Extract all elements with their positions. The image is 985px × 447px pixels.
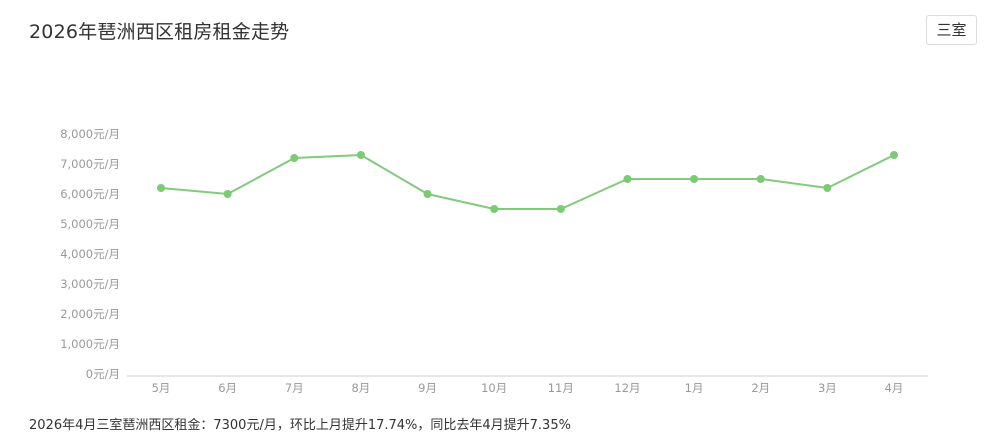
x-tick-label: 6月 bbox=[218, 381, 237, 395]
x-tick-label: 5月 bbox=[152, 381, 171, 395]
room-type-button[interactable]: 三室 bbox=[926, 15, 977, 45]
data-point bbox=[823, 184, 832, 192]
data-point bbox=[556, 205, 565, 213]
series-line bbox=[160, 153, 895, 210]
x-tick-label: 8月 bbox=[351, 381, 370, 395]
x-tick-label: 9月 bbox=[418, 381, 437, 395]
y-tick-label: 6,000元/月 bbox=[60, 187, 120, 201]
data-point bbox=[756, 175, 765, 183]
chart-title: 2026年琶洲西区租房租金走势 bbox=[29, 21, 290, 43]
data-point bbox=[356, 151, 365, 159]
data-point bbox=[623, 175, 632, 183]
x-tick-label: 10月 bbox=[481, 381, 507, 395]
data-point bbox=[490, 205, 499, 213]
x-tick-label: 1月 bbox=[685, 381, 704, 395]
y-tick-label: 2,000元/月 bbox=[60, 307, 120, 321]
x-tick-label: 7月 bbox=[285, 381, 304, 395]
x-tick-label: 3月 bbox=[818, 381, 837, 395]
x-tick-label: 11月 bbox=[548, 381, 574, 395]
x-tick-label: 2月 bbox=[751, 381, 770, 395]
y-tick-label: 4,000元/月 bbox=[60, 247, 120, 261]
y-tick-label: 0元/月 bbox=[86, 367, 120, 381]
y-tick-label: 8,000元/月 bbox=[60, 127, 120, 141]
y-tick-label: 7,000元/月 bbox=[60, 157, 120, 171]
data-point bbox=[223, 190, 232, 198]
data-point bbox=[890, 151, 898, 159]
x-tick-label: 4月 bbox=[885, 381, 904, 395]
y-tick-label: 3,000元/月 bbox=[60, 277, 120, 291]
y-tick-label: 1,000元/月 bbox=[60, 337, 120, 351]
y-tick-label: 5,000元/月 bbox=[60, 217, 120, 231]
data-point bbox=[423, 190, 432, 198]
data-point bbox=[157, 184, 165, 192]
data-point bbox=[290, 154, 299, 162]
data-point bbox=[690, 175, 699, 183]
x-tick-label: 12月 bbox=[614, 381, 640, 395]
rent-summary: 2026年4月三室琶洲西区租金：7300元/月，环比上月提升17.74%，同比去… bbox=[29, 418, 571, 433]
